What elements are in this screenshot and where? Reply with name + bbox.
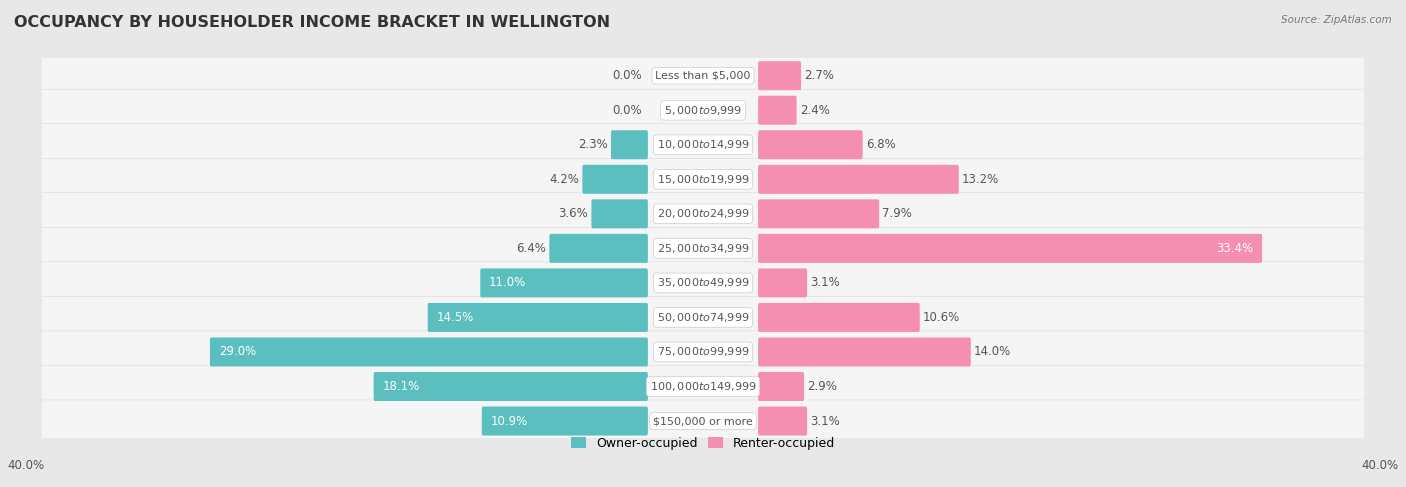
Text: 3.6%: 3.6% [558, 207, 588, 220]
FancyBboxPatch shape [758, 303, 920, 332]
FancyBboxPatch shape [758, 407, 807, 435]
Text: $20,000 to $24,999: $20,000 to $24,999 [657, 207, 749, 220]
FancyBboxPatch shape [758, 199, 879, 228]
Text: 14.5%: 14.5% [436, 311, 474, 324]
FancyBboxPatch shape [209, 337, 648, 367]
Text: Source: ZipAtlas.com: Source: ZipAtlas.com [1281, 15, 1392, 25]
Text: 14.0%: 14.0% [974, 345, 1011, 358]
FancyBboxPatch shape [39, 297, 1367, 338]
Text: 6.8%: 6.8% [866, 138, 896, 151]
Text: $35,000 to $49,999: $35,000 to $49,999 [657, 277, 749, 289]
FancyBboxPatch shape [582, 165, 648, 194]
FancyBboxPatch shape [39, 400, 1367, 442]
FancyBboxPatch shape [39, 124, 1367, 166]
Text: $75,000 to $99,999: $75,000 to $99,999 [657, 345, 749, 358]
Text: 29.0%: 29.0% [219, 345, 256, 358]
Text: 2.3%: 2.3% [578, 138, 607, 151]
Text: 3.1%: 3.1% [810, 414, 841, 428]
Text: 2.7%: 2.7% [804, 69, 834, 82]
FancyBboxPatch shape [758, 372, 804, 401]
Text: 11.0%: 11.0% [489, 277, 526, 289]
Text: 3.1%: 3.1% [810, 277, 841, 289]
FancyBboxPatch shape [758, 96, 797, 125]
FancyBboxPatch shape [592, 199, 648, 228]
Text: 13.2%: 13.2% [962, 173, 1000, 186]
Legend: Owner-occupied, Renter-occupied: Owner-occupied, Renter-occupied [567, 432, 839, 455]
FancyBboxPatch shape [758, 130, 863, 159]
Text: Less than $5,000: Less than $5,000 [655, 71, 751, 81]
Text: $100,000 to $149,999: $100,000 to $149,999 [650, 380, 756, 393]
Text: $25,000 to $34,999: $25,000 to $34,999 [657, 242, 749, 255]
Text: 0.0%: 0.0% [613, 104, 643, 117]
FancyBboxPatch shape [39, 193, 1367, 235]
Text: 40.0%: 40.0% [1362, 459, 1399, 472]
FancyBboxPatch shape [39, 227, 1367, 269]
Text: 7.9%: 7.9% [883, 207, 912, 220]
FancyBboxPatch shape [758, 61, 801, 90]
Text: 18.1%: 18.1% [382, 380, 419, 393]
FancyBboxPatch shape [39, 262, 1367, 304]
FancyBboxPatch shape [482, 407, 648, 435]
Text: $50,000 to $74,999: $50,000 to $74,999 [657, 311, 749, 324]
FancyBboxPatch shape [612, 130, 648, 159]
FancyBboxPatch shape [481, 268, 648, 298]
Text: 2.4%: 2.4% [800, 104, 830, 117]
Text: $5,000 to $9,999: $5,000 to $9,999 [664, 104, 742, 117]
Text: OCCUPANCY BY HOUSEHOLDER INCOME BRACKET IN WELLINGTON: OCCUPANCY BY HOUSEHOLDER INCOME BRACKET … [14, 15, 610, 30]
Text: $10,000 to $14,999: $10,000 to $14,999 [657, 138, 749, 151]
Text: 6.4%: 6.4% [516, 242, 546, 255]
FancyBboxPatch shape [758, 165, 959, 194]
FancyBboxPatch shape [374, 372, 648, 401]
Text: 10.6%: 10.6% [922, 311, 960, 324]
FancyBboxPatch shape [550, 234, 648, 263]
FancyBboxPatch shape [39, 365, 1367, 408]
FancyBboxPatch shape [39, 331, 1367, 373]
FancyBboxPatch shape [39, 55, 1367, 97]
Text: 40.0%: 40.0% [7, 459, 44, 472]
Text: $150,000 or more: $150,000 or more [654, 416, 752, 426]
Text: 2.9%: 2.9% [807, 380, 837, 393]
Text: 4.2%: 4.2% [550, 173, 579, 186]
FancyBboxPatch shape [758, 337, 970, 367]
FancyBboxPatch shape [758, 234, 1263, 263]
FancyBboxPatch shape [39, 89, 1367, 131]
FancyBboxPatch shape [427, 303, 648, 332]
FancyBboxPatch shape [39, 158, 1367, 200]
Text: $15,000 to $19,999: $15,000 to $19,999 [657, 173, 749, 186]
Text: 0.0%: 0.0% [613, 69, 643, 82]
FancyBboxPatch shape [758, 268, 807, 298]
Text: 10.9%: 10.9% [491, 414, 527, 428]
Text: 33.4%: 33.4% [1216, 242, 1253, 255]
